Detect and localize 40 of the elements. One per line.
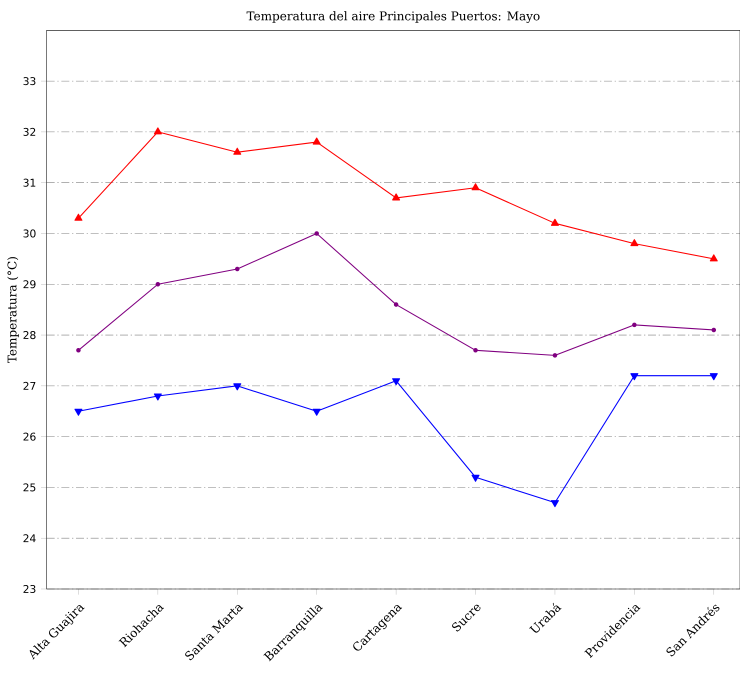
point xyxy=(473,348,478,353)
point xyxy=(710,254,718,262)
y-tick-label: 28 xyxy=(23,331,36,340)
point xyxy=(710,373,718,380)
point xyxy=(712,328,716,332)
point xyxy=(552,353,558,358)
chart-title: Temperatura del aire Principales Puertos: Mayo xyxy=(246,11,540,23)
point xyxy=(550,500,559,508)
point xyxy=(472,183,480,190)
y-tick-label: 25 xyxy=(23,483,36,492)
y-tick-label: 32 xyxy=(24,128,36,136)
y-tick-label: 26 xyxy=(23,432,36,441)
point xyxy=(76,348,81,353)
point xyxy=(74,408,82,416)
y-tick-label: 23 xyxy=(23,584,36,594)
point xyxy=(154,393,162,401)
y-tick-label: 33 xyxy=(24,77,36,86)
y-tick-label: 30 xyxy=(24,229,36,238)
point xyxy=(472,474,480,482)
point xyxy=(233,383,242,390)
point xyxy=(233,148,242,155)
point xyxy=(74,214,82,221)
y-tick-label: 29 xyxy=(23,280,36,288)
point xyxy=(630,239,638,246)
point xyxy=(394,302,398,307)
point xyxy=(632,322,637,328)
y-tick-label: 31 xyxy=(24,178,36,187)
point xyxy=(314,231,319,236)
point xyxy=(235,266,240,272)
y-axis-title: Temperatura (°C) xyxy=(7,257,19,364)
point xyxy=(312,138,321,145)
point xyxy=(392,378,400,386)
point xyxy=(312,408,321,416)
y-tick-label: 27 xyxy=(23,382,36,390)
point xyxy=(630,373,638,380)
point xyxy=(156,282,160,287)
point xyxy=(154,127,162,134)
point xyxy=(392,193,400,200)
point xyxy=(550,218,559,226)
y-tick-label: 24 xyxy=(23,534,36,542)
